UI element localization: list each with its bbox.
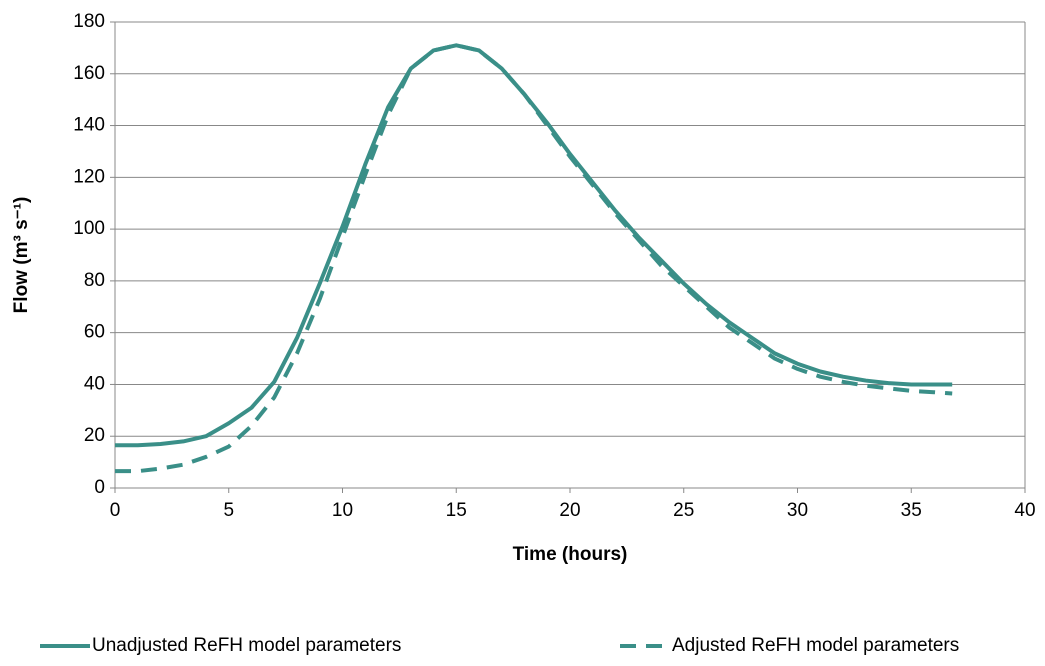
x-tick-label: 30	[787, 500, 808, 521]
x-tick-label: 5	[223, 500, 234, 521]
x-tick-label: 15	[446, 500, 467, 521]
x-tick-label: 35	[901, 500, 922, 521]
y-tick-label: 40	[84, 373, 105, 394]
y-tick-label: 140	[73, 115, 105, 136]
x-axis-title: Time (hours)	[513, 544, 628, 565]
x-tick-label: 25	[673, 500, 694, 521]
x-tick-label: 10	[332, 500, 353, 521]
legend-label: Adjusted ReFH model parameters	[672, 635, 959, 656]
x-tick-label: 20	[559, 500, 580, 521]
y-tick-label: 0	[94, 477, 105, 498]
y-tick-label: 120	[73, 166, 105, 187]
legend-label: Unadjusted ReFH model parameters	[92, 635, 401, 656]
y-tick-label: 20	[84, 425, 105, 446]
y-tick-label: 100	[73, 218, 105, 239]
y-axis-title: Flow (m³ s⁻¹)	[11, 197, 32, 314]
x-tick-label: 40	[1014, 500, 1035, 521]
y-tick-label: 60	[84, 322, 105, 343]
series-line	[115, 43, 953, 474]
y-tick-label: 80	[84, 270, 105, 291]
x-tick-label: 0	[110, 500, 121, 521]
y-tick-label: 180	[73, 11, 105, 32]
series-line	[115, 43, 953, 448]
y-tick-label: 160	[73, 63, 105, 84]
